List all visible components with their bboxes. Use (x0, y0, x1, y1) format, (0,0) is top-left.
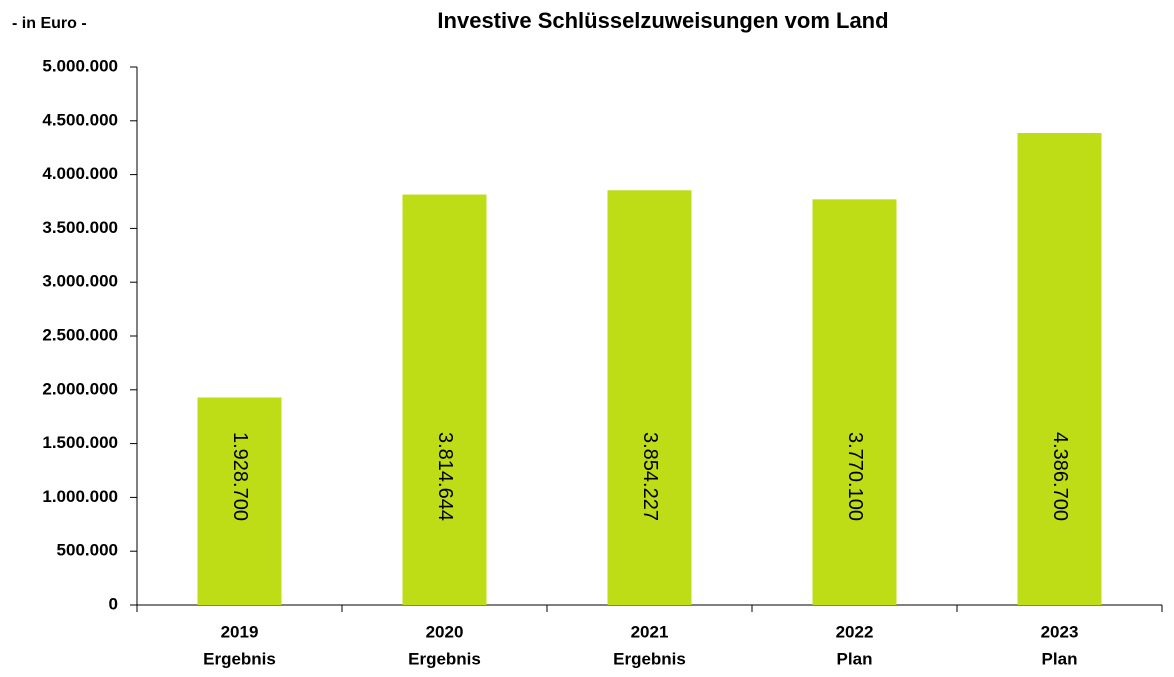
y-tick-label: 4.500.000 (42, 110, 118, 129)
value-label: 3.770.100 (844, 432, 866, 521)
x-tick-label: Plan (837, 649, 873, 668)
y-tick-label: 0 (109, 594, 118, 613)
value-label: 1.928.700 (229, 432, 251, 521)
bar (812, 199, 897, 606)
x-tick-label: Ergebnis (203, 649, 276, 668)
x-tick-label: 2020 (426, 622, 464, 641)
value-label: 3.814.644 (434, 432, 456, 521)
value-label: 3.854.227 (639, 432, 661, 521)
value-label: 4.386.700 (1049, 432, 1071, 521)
y-tick-label: 5.000.000 (42, 56, 118, 75)
y-tick-label: 3.500.000 (42, 218, 118, 237)
x-tick-label: 2023 (1041, 622, 1079, 641)
x-tick-label: Plan (1042, 649, 1078, 668)
bar (197, 397, 282, 605)
y-tick-label: 2.000.000 (42, 379, 118, 398)
x-tick-label: 2019 (221, 622, 259, 641)
unit-label: - in Euro - (12, 15, 87, 32)
x-tick-label: Ergebnis (613, 649, 686, 668)
y-tick-label: 500.000 (57, 541, 118, 560)
x-tick-label: 2022 (836, 622, 874, 641)
bar (607, 190, 692, 606)
bar (402, 194, 487, 605)
x-tick-label: Ergebnis (408, 649, 481, 668)
y-tick-label: 4.000.000 (42, 164, 118, 183)
y-tick-label: 3.000.000 (42, 272, 118, 291)
x-tick-label: 2021 (631, 622, 669, 641)
y-tick-label: 1.500.000 (42, 433, 118, 452)
y-tick-label: 2.500.000 (42, 325, 118, 344)
chart-title: Investive Schlüsselzuweisungen vom Land (437, 8, 888, 33)
y-tick-label: 1.000.000 (42, 487, 118, 506)
bar (1017, 132, 1102, 605)
